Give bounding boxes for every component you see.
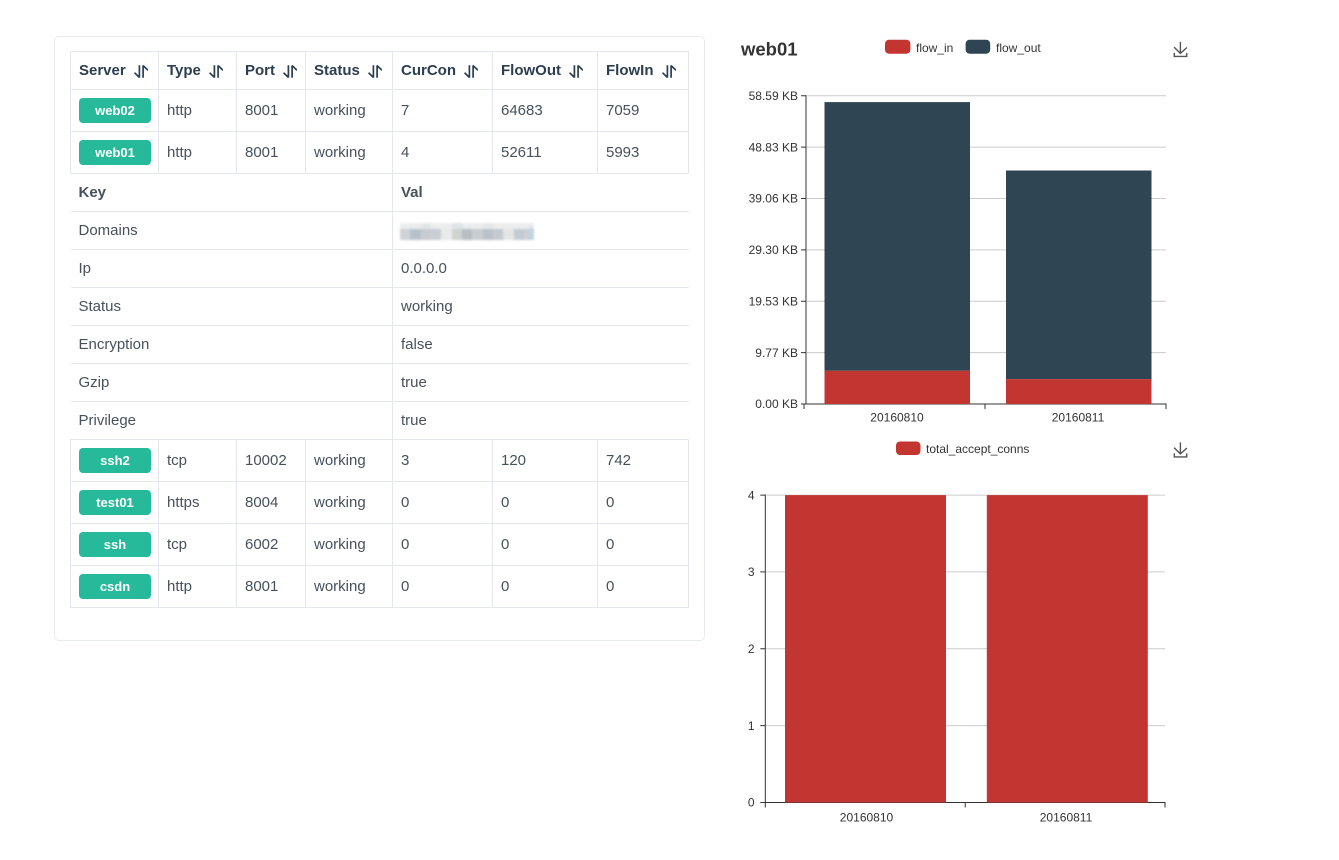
svg-text:58.59 KB: 58.59 KB bbox=[749, 89, 798, 103]
svg-text:2: 2 bbox=[748, 642, 755, 656]
svg-text:20160811: 20160811 bbox=[1052, 411, 1105, 425]
svg-text:20160810: 20160810 bbox=[840, 811, 894, 825]
svg-text:0.00 KB: 0.00 KB bbox=[755, 397, 798, 411]
svg-text:4: 4 bbox=[748, 488, 755, 502]
svg-text:20160810: 20160810 bbox=[870, 411, 924, 425]
svg-text:web01: web01 bbox=[740, 39, 798, 60]
svg-text:19.53 KB: 19.53 KB bbox=[749, 295, 798, 309]
svg-text:1: 1 bbox=[748, 719, 755, 733]
svg-text:39.06 KB: 39.06 KB bbox=[749, 192, 798, 206]
svg-text:0: 0 bbox=[748, 796, 755, 810]
svg-text:20160811: 20160811 bbox=[1040, 811, 1093, 825]
svg-text:29.30 KB: 29.30 KB bbox=[749, 243, 798, 257]
svg-text:flow_out: flow_out bbox=[996, 41, 1041, 55]
svg-text:3: 3 bbox=[748, 565, 755, 579]
svg-text:flow_in: flow_in bbox=[916, 41, 953, 55]
svg-text:total_accept_conns: total_accept_conns bbox=[926, 442, 1029, 456]
svg-text:48.83 KB: 48.83 KB bbox=[749, 140, 798, 154]
svg-text:9.77 KB: 9.77 KB bbox=[755, 346, 798, 360]
